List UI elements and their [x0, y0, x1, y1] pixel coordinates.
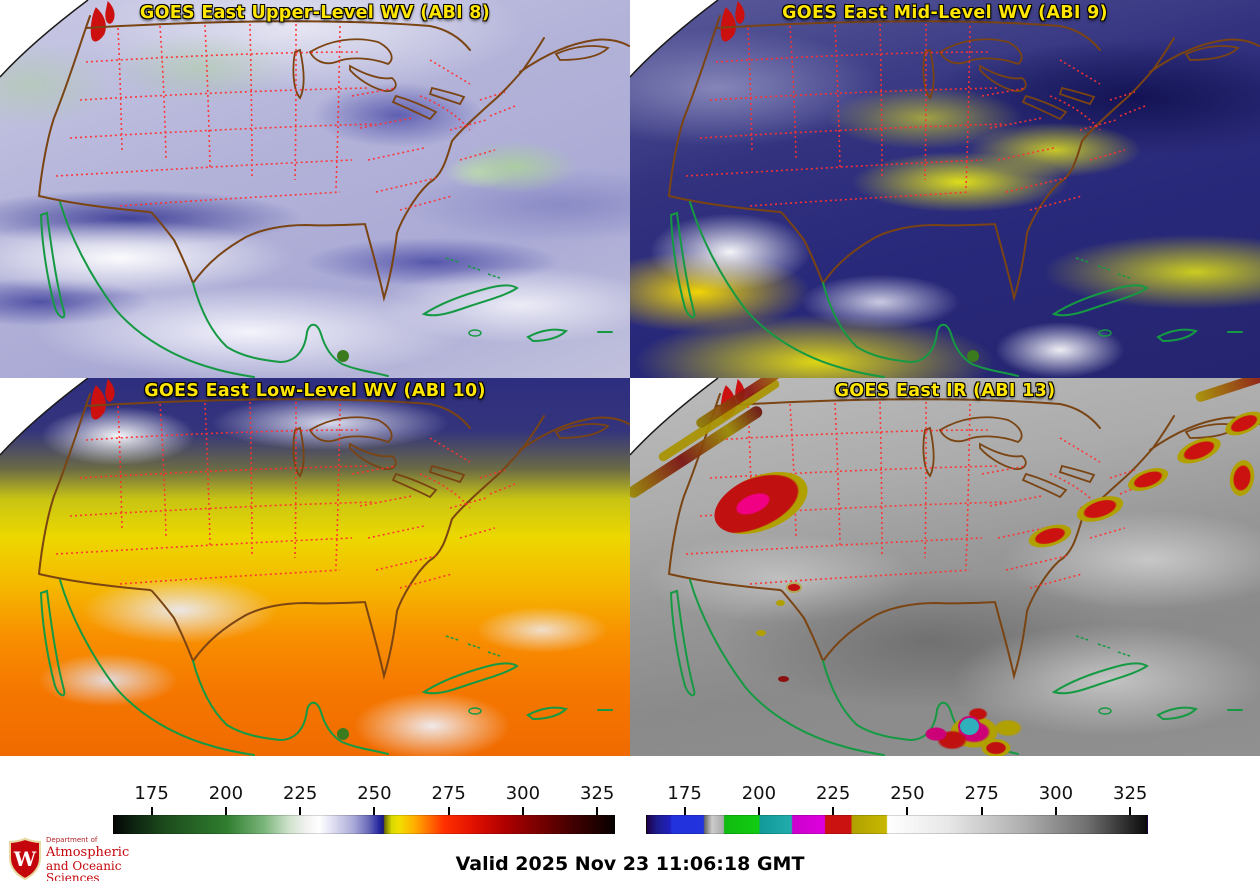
panel-upper-level-wv: GOES East Upper-Level WV (ABI 8)	[0, 0, 630, 378]
satellite-imagery-abi13	[630, 378, 1260, 756]
valid-time-text: Valid 2025 Nov 23 11:06:18 GMT	[455, 853, 805, 875]
colorbar-tick-mark	[521, 807, 524, 815]
colorbar-tick-label: 275	[964, 783, 999, 804]
colorbar-tick-mark	[447, 807, 450, 815]
colorbar-infrared: 175 200 225 250 275 300 325	[646, 783, 1148, 835]
logo-name-line1: Atmospheric	[46, 845, 130, 860]
colorbar-tick-label: 225	[815, 783, 851, 804]
panel-title-abi8: GOES East Upper-Level WV (ABI 8)	[139, 3, 491, 23]
colorbar-tick-mark	[150, 807, 153, 815]
colorbar-tick-mark	[683, 807, 686, 815]
panel-grid: GOES East Upper-Level WV (ABI 8) GOES Ea…	[0, 0, 1260, 756]
satellite-imagery-abi9	[630, 0, 1260, 378]
colorbar-tick-label: 225	[282, 783, 318, 804]
colorbar-tick-label: 325	[1112, 783, 1148, 804]
colorbar-tick-mark	[299, 807, 302, 815]
colorbar-tick-label: 250	[890, 783, 925, 804]
uw-crest-icon: W	[9, 837, 41, 880]
colorbar-tick-mark	[757, 807, 760, 815]
colorbar-tick-label: 250	[357, 783, 392, 804]
colorbar-tick-labels: 175 200 225 250 275 300 325	[113, 783, 615, 805]
colorbar-tick-labels: 175 200 225 250 275 300 325	[646, 783, 1148, 805]
panel-title-abi10: GOES East Low-Level WV (ABI 10)	[144, 381, 486, 401]
colorbar-tick-mark	[832, 807, 835, 815]
colorbar-tick-label: 175	[134, 783, 169, 804]
colorbar-tick-label: 275	[431, 783, 466, 804]
colorbar-tick-label: 300	[505, 783, 541, 804]
satellite-imagery-abi10	[0, 378, 630, 756]
colorbar-tick-mark	[373, 807, 376, 815]
colorbar-tick-mark	[906, 807, 909, 815]
colorbar-tick-label: 325	[579, 783, 615, 804]
colorbar-water-vapor: 175 200 225 250 275 300 325	[113, 783, 615, 835]
svg-text:W: W	[13, 847, 37, 871]
logo-name-line2: and Oceanic Sciences	[46, 859, 122, 881]
panel-title-abi9: GOES East Mid-Level WV (ABI 9)	[782, 3, 1108, 23]
colorbar-tick-label: 200	[208, 783, 244, 804]
colorbar-tick-mark	[1129, 807, 1132, 815]
colorbar-tick-mark	[596, 807, 599, 815]
colorbar-tick-mark	[1054, 807, 1057, 815]
colorbar-tick-mark	[224, 807, 227, 815]
colorbar-gradient-bar	[646, 815, 1148, 834]
colorbar-tick-label: 300	[1038, 783, 1074, 804]
colorbar-gradient-bar	[113, 815, 615, 834]
panel-title-abi13: GOES East IR (ABI 13)	[834, 381, 1056, 401]
logo-dept-prefix: Department of	[46, 836, 98, 844]
uw-aos-logo: W Department of Atmospheric and Oceanic …	[4, 833, 164, 881]
colorbar-tick-label: 200	[741, 783, 777, 804]
panel-mid-level-wv: GOES East Mid-Level WV (ABI 9)	[630, 0, 1260, 378]
colorbar-tick-mark	[980, 807, 983, 815]
panel-ir: GOES East IR (ABI 13)	[630, 378, 1260, 756]
colorbar-tick-label: 175	[667, 783, 702, 804]
satellite-imagery-abi8	[0, 0, 630, 378]
panel-low-level-wv: GOES East Low-Level WV (ABI 10)	[0, 378, 630, 756]
logo-text-block: Department of Atmospheric and Oceanic Sc…	[46, 837, 164, 881]
